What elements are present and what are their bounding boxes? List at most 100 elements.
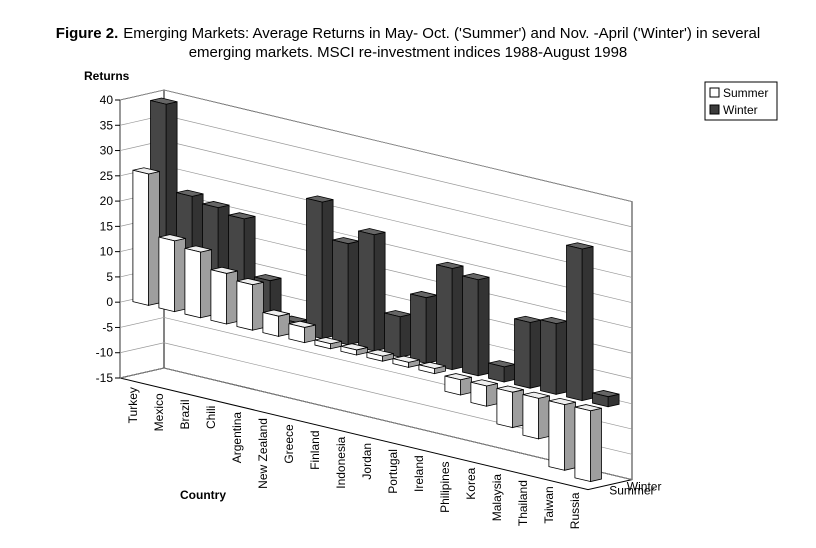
- x-tick-label: Portugal: [386, 449, 400, 494]
- bar: [306, 197, 323, 340]
- y-axis-title: Returns: [84, 69, 130, 83]
- x-axis-title: Country: [180, 488, 226, 502]
- bar-side: [304, 324, 316, 344]
- bar-side: [226, 270, 238, 325]
- x-tick-label: Chili: [204, 406, 218, 429]
- x-tick-label: Russia: [568, 492, 582, 529]
- bar-side: [581, 245, 594, 402]
- bar-side: [252, 281, 264, 331]
- legend-swatch: [709, 104, 720, 115]
- bar: [288, 323, 305, 344]
- y-tick-label: 35: [100, 118, 114, 132]
- bar-side: [503, 363, 516, 383]
- bar: [132, 169, 149, 306]
- legend-swatch: [709, 87, 720, 98]
- bar-side: [148, 170, 160, 306]
- bar: [496, 387, 513, 429]
- bar: [340, 345, 357, 356]
- y-tick-label: 15: [100, 219, 114, 233]
- grid-line: [119, 342, 633, 455]
- grid-line: [119, 367, 633, 480]
- y-tick-label: 25: [100, 169, 114, 183]
- bar-side: [321, 199, 334, 340]
- x-tick-label: Taiwan: [542, 486, 556, 523]
- depth-label: Summer: [609, 484, 654, 498]
- bar-side: [373, 231, 386, 352]
- bar: [470, 381, 487, 407]
- bar-side: [399, 313, 412, 358]
- title-line: Emerging Markets: Average Returns in May…: [123, 25, 760, 42]
- x-tick-label: Brazil: [178, 400, 192, 430]
- bar: [410, 293, 427, 364]
- bar-side: [564, 401, 576, 471]
- bar: [462, 275, 479, 377]
- bar: [314, 339, 331, 350]
- bar: [158, 236, 175, 313]
- x-tick-label: Thailand: [516, 480, 530, 526]
- x-tick-label: Finland: [308, 431, 322, 470]
- bar: [592, 392, 609, 408]
- bar: [566, 244, 583, 402]
- bar-side: [512, 389, 524, 429]
- x-tick-label: Greece: [282, 424, 296, 464]
- bar-side: [590, 407, 602, 483]
- bar-side: [529, 319, 542, 389]
- y-tick-label: 5: [106, 270, 113, 284]
- bar: [488, 362, 505, 383]
- bar-side: [425, 294, 438, 364]
- bar-side: [200, 249, 212, 319]
- bar-side: [347, 240, 360, 346]
- bar: [392, 358, 409, 368]
- bar-side: [538, 395, 550, 440]
- bar-side: [460, 376, 472, 396]
- x-tick-label: Mexico: [152, 393, 166, 431]
- grid-line: [119, 89, 633, 202]
- bar: [236, 280, 253, 331]
- y-tick-label: 10: [100, 245, 114, 259]
- x-tick-label: Philipines: [438, 462, 452, 513]
- y-tick-label: 30: [100, 144, 114, 158]
- y-tick-label: -15: [96, 371, 114, 385]
- legend-label: Summer: [723, 86, 768, 100]
- depth-label: Winter: [627, 480, 662, 494]
- chart-title: Figure 2. Emerging Markets: Average Retur…: [56, 25, 760, 42]
- y-tick-label: 0: [106, 295, 113, 309]
- x-tick-label: Indonesia: [334, 436, 348, 488]
- bar: [366, 351, 383, 362]
- x-tick-label: New Zealand: [256, 418, 270, 489]
- bar-side: [486, 382, 498, 407]
- y-tick-label: -5: [102, 320, 113, 334]
- y-tick-label: -10: [96, 346, 114, 360]
- bar: [358, 230, 375, 352]
- bar: [436, 264, 453, 371]
- x-tick-label: Korea: [464, 467, 478, 499]
- bar-side: [278, 313, 290, 337]
- bar: [262, 311, 279, 337]
- bar: [444, 375, 461, 396]
- bar: [522, 394, 539, 440]
- x-tick-label: Ireland: [412, 455, 426, 492]
- bar: [540, 319, 557, 395]
- bar-side: [477, 276, 490, 377]
- x-tick-label: Argentina: [230, 412, 244, 464]
- legend-label: Winter: [723, 103, 758, 117]
- bar-side: [174, 237, 186, 313]
- y-tick-label: 20: [100, 194, 114, 208]
- bar: [184, 247, 201, 319]
- bar: [574, 406, 591, 483]
- bar: [332, 239, 349, 346]
- bar: [514, 318, 531, 389]
- y-tick-label: 40: [100, 93, 114, 107]
- bar: [210, 269, 227, 325]
- title-line: emerging markets. MSCI re-investment ind…: [189, 44, 628, 61]
- bar-side: [555, 320, 568, 395]
- bar: [418, 364, 435, 375]
- x-tick-label: Turkey: [126, 387, 140, 423]
- bar: [384, 312, 401, 358]
- x-tick-label: Malaysia: [490, 474, 504, 522]
- figure-label: Figure 2.: [56, 25, 119, 42]
- bar: [548, 400, 565, 471]
- bar-side: [451, 265, 464, 371]
- x-tick-label: Jordan: [360, 443, 374, 480]
